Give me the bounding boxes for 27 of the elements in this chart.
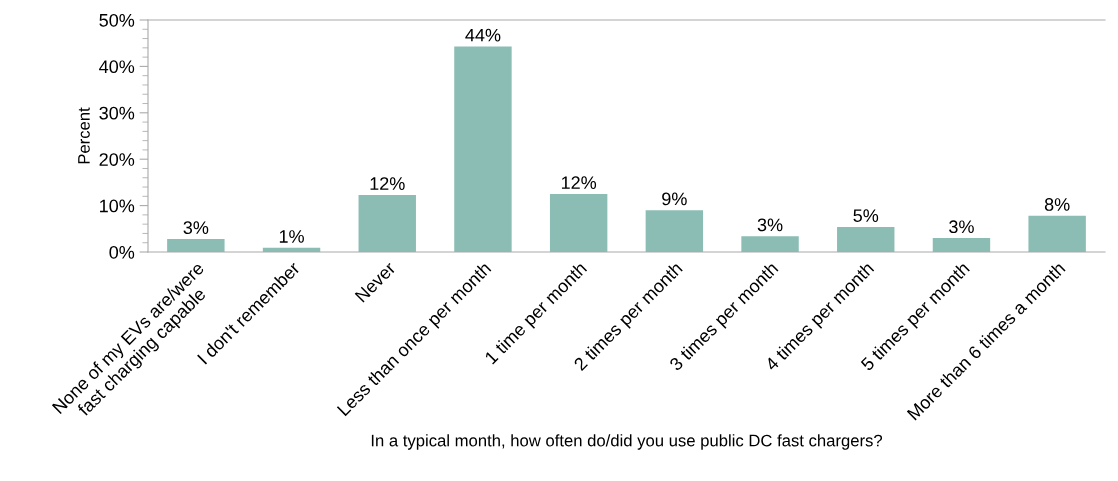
bar bbox=[454, 46, 512, 252]
data-label: 3% bbox=[757, 218, 783, 232]
y-tick-label: 50% bbox=[99, 13, 135, 27]
y-tick-label: 40% bbox=[99, 60, 135, 74]
data-label: 3% bbox=[183, 221, 209, 235]
bar bbox=[167, 239, 225, 252]
data-label: 3% bbox=[949, 220, 974, 234]
data-label: 8% bbox=[1044, 198, 1070, 211]
bar bbox=[549, 194, 608, 252]
bar bbox=[837, 226, 895, 252]
data-label: 12% bbox=[370, 177, 405, 190]
bar bbox=[932, 238, 991, 252]
bar bbox=[1028, 215, 1086, 252]
data-label: 44% bbox=[465, 28, 501, 42]
y-tick-label: 30% bbox=[99, 106, 135, 120]
data-label: 12% bbox=[561, 176, 597, 189]
y-tick-label: 10% bbox=[100, 199, 135, 213]
bar bbox=[645, 210, 704, 252]
bar bbox=[741, 236, 799, 252]
data-label: 9% bbox=[662, 192, 687, 206]
data-label: 5% bbox=[853, 209, 879, 222]
y-tick-label: 0% bbox=[109, 245, 135, 259]
data-label: 1% bbox=[279, 230, 304, 243]
y-tick-label: 20% bbox=[99, 153, 135, 166]
y-axis-title: Percent bbox=[78, 107, 90, 164]
bar bbox=[358, 194, 416, 252]
x-axis-title: In a typical month, how often do/did you use public DC fast chargers? bbox=[371, 434, 883, 450]
